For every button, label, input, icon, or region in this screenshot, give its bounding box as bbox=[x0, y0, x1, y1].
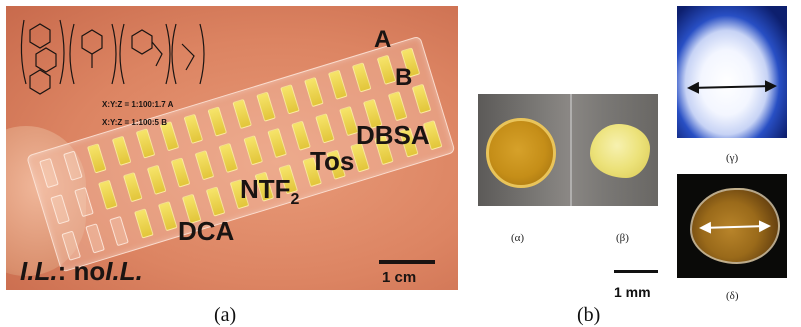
label-dbsa: DBSA bbox=[356, 120, 430, 150]
micrograph-gamma bbox=[677, 6, 787, 138]
scale-bar-b bbox=[614, 270, 658, 273]
substrate-crack bbox=[570, 94, 572, 206]
label-tos: Tos bbox=[310, 146, 355, 176]
label-il-no: no bbox=[66, 256, 106, 286]
label-ntf-text: NTF bbox=[240, 174, 291, 204]
chemical-structure-diagram bbox=[20, 19, 205, 95]
label-beta: (β) bbox=[616, 232, 629, 244]
label-il-sep: : bbox=[57, 256, 67, 286]
caption-b: (b) bbox=[577, 304, 601, 326]
label-a: A bbox=[374, 26, 392, 53]
label-alpha: (α) bbox=[511, 232, 525, 244]
sample-swollen-beta bbox=[590, 124, 650, 178]
label-ntf2: NTF2 bbox=[240, 174, 299, 209]
label-dca: DCA bbox=[178, 216, 235, 246]
scale-bar-b-label: 1 mm bbox=[614, 284, 651, 300]
caption-a: (a) bbox=[214, 304, 237, 326]
finger-image bbox=[6, 126, 86, 276]
label-il-prefix: I.L. bbox=[20, 256, 58, 286]
arrow-delta bbox=[699, 220, 771, 234]
arrow-gamma bbox=[687, 80, 777, 94]
label-il-suffix: I.L. bbox=[105, 256, 143, 286]
photo-panel-a: X:Y:Z = 1:100:1.7 A X:Y:Z = 1:100:5 B A … bbox=[6, 6, 458, 290]
label-gamma: (γ) bbox=[726, 152, 739, 164]
label-b: B bbox=[395, 64, 413, 91]
scale-bar-a bbox=[379, 260, 435, 264]
label-delta: (δ) bbox=[726, 290, 739, 302]
label-ntf-subscript: 2 bbox=[290, 191, 300, 209]
scale-bar-a-label: 1 cm bbox=[382, 269, 417, 286]
sample-disc-alpha bbox=[486, 118, 556, 188]
label-il-comparison: I.L.: noI.L. bbox=[20, 256, 143, 287]
ratio-label-b: X:Y:Z = 1:100:5 B bbox=[102, 118, 167, 127]
ratio-label-a: X:Y:Z = 1:100:1.7 A bbox=[102, 100, 174, 109]
